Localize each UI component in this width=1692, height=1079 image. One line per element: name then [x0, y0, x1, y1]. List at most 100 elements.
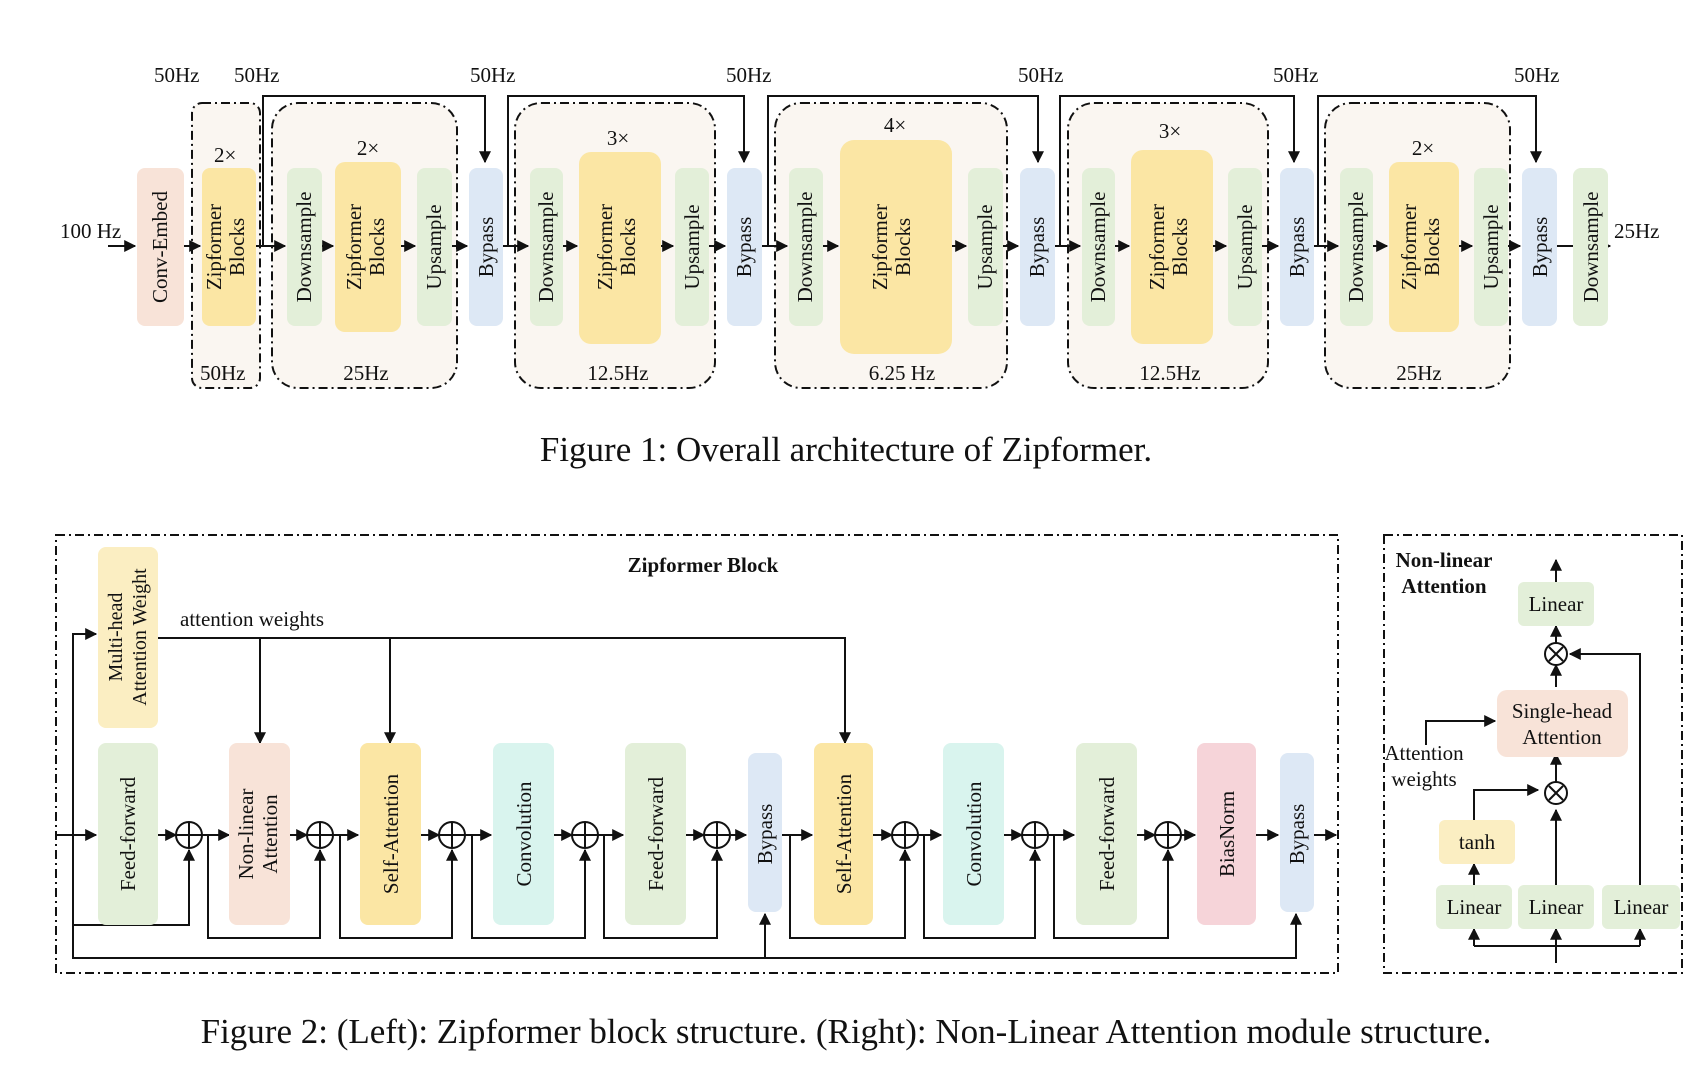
bypass-box-5	[1522, 168, 1557, 326]
skip-rate-4: 50Hz	[1273, 63, 1319, 87]
nla-linear-label-2: Linear	[1529, 895, 1584, 919]
fig2-sum-crosses	[176, 822, 1181, 848]
conv-embed-box	[137, 168, 184, 326]
nla-single-head-box	[1497, 690, 1628, 757]
zipformer-label-4a: Zipformer	[1145, 204, 1169, 290]
first-stack-top-rate-a: 50Hz	[154, 63, 200, 87]
downsample-box-2	[530, 168, 563, 326]
module-label-biasnorm: BiasNorm	[1215, 791, 1239, 877]
figure1-caption: Figure 1: Overall architecture of Zipfor…	[539, 430, 1153, 469]
nla-linear-top	[1518, 582, 1594, 626]
stack-rate-3: 6.25 Hz	[869, 361, 936, 385]
upsample-label-1: Upsample	[422, 204, 446, 289]
zipformer-box-1	[335, 162, 401, 332]
mhaw-label-1: Multi-head	[105, 593, 127, 682]
nla-tanh-label: tanh	[1459, 830, 1496, 854]
upsample-label-5: Upsample	[1479, 204, 1503, 289]
bypass-box-fig2-1	[748, 753, 782, 912]
module-label-self-attention-2: Self-Attention	[832, 773, 856, 894]
stack-repeat-1: 2×	[357, 136, 379, 160]
zipformer-box-5	[1389, 162, 1459, 332]
module-label-bypass-1: Bypass	[753, 804, 777, 865]
bypass-box-2	[727, 168, 762, 326]
mhaw-box	[98, 547, 158, 728]
module-label-convolution-1: Convolution	[512, 781, 536, 887]
upsample-label-4: Upsample	[1233, 204, 1257, 289]
zipformer-label-1b: Blocks	[365, 218, 389, 276]
figure2-left-diagram: Zipformer Block Multi-head Attention Wei…	[55, 534, 1339, 974]
nla-box	[229, 743, 290, 925]
stack-repeat-5: 2×	[1412, 136, 1434, 160]
zipformer-label-3b: Blocks	[891, 218, 915, 276]
bypass-box-fig2-2	[1280, 753, 1314, 912]
zipformer-label-5a: Zipformer	[1397, 204, 1421, 290]
feed-forward-box-1	[98, 743, 158, 925]
stack-repeat-4: 3×	[1159, 119, 1181, 143]
bypass-box-1	[469, 168, 503, 326]
bypass-box-3	[1020, 168, 1055, 326]
module-label-self-attention-1: Self-Attention	[379, 773, 403, 894]
module-label-feed-forward-2: Feed-forward	[644, 776, 668, 891]
upsample-box-2	[675, 168, 709, 326]
skip-line-1	[262, 95, 491, 246]
module-label-nla-2: Attention	[258, 794, 282, 874]
first-stack-repeat: 2×	[214, 143, 236, 167]
downsample-box-4	[1082, 168, 1115, 326]
nla-attn-weights-label-1: Attention	[1384, 741, 1464, 765]
first-zipformer-label-1: Zipformer	[202, 204, 226, 290]
biasnorm-box	[1197, 743, 1256, 925]
nla-wires	[1425, 558, 1646, 963]
nla-single-head-label-1: Single-head	[1512, 699, 1613, 723]
figure2-caption: Figure 2: (Left): Zipformer block struct…	[200, 1012, 1492, 1051]
downsample-label-1: Downsample	[292, 192, 316, 303]
downsample-box-3	[789, 168, 823, 326]
zipformer-label-2a: Zipformer	[593, 204, 617, 290]
zipformer-box-2	[579, 152, 661, 344]
upsample-box-3	[968, 168, 1003, 326]
skip-line-5	[1317, 95, 1542, 246]
skip-line-3	[767, 95, 1044, 246]
nla-linear-label-top: Linear	[1529, 592, 1584, 616]
downsample-label-4: Downsample	[1086, 192, 1110, 303]
bypass-label-5: Bypass	[1528, 217, 1552, 278]
bypass-label-2: Bypass	[732, 217, 756, 278]
skip-rate-1: 50Hz	[470, 63, 516, 87]
skip-line-2	[507, 95, 750, 246]
stack-repeat-3: 4×	[884, 113, 906, 137]
first-stack-bottom-rate: 50Hz	[200, 361, 246, 385]
nla-tanh-box	[1439, 820, 1515, 864]
nla-attn-weights-label-2: weights	[1391, 767, 1456, 791]
conv-embed-label: Conv-Embed	[148, 191, 172, 303]
zipformer-label-2b: Blocks	[616, 218, 640, 276]
nla-linear-bottom-left	[1436, 885, 1512, 929]
bypass-label-3: Bypass	[1025, 217, 1049, 278]
module-label-bypass-2: Bypass	[1285, 804, 1309, 865]
module-label-convolution-2: Convolution	[962, 781, 986, 887]
nla-title-1: Non-linear	[1396, 548, 1493, 572]
first-zipformer-label-2: Blocks	[225, 218, 249, 276]
downsample-label-3: Downsample	[793, 192, 817, 303]
stack-rate-1: 25Hz	[343, 361, 389, 385]
bypass-box-4	[1280, 168, 1314, 326]
upsample-box-5	[1474, 168, 1508, 326]
zipformer-label-4b: Blocks	[1168, 218, 1192, 276]
nla-linear-label-1: Linear	[1447, 895, 1502, 919]
downsample-label-5: Downsample	[1344, 192, 1368, 303]
attention-weights-label: attention weights	[180, 607, 324, 631]
zipformer-block-frame	[55, 534, 1339, 974]
nla-mult-crosses	[1548, 646, 1564, 801]
zipformer-block-title: Zipformer Block	[628, 553, 779, 577]
nla-title-2: Attention	[1401, 574, 1486, 598]
bypass-label-1: Bypass	[474, 217, 498, 278]
module-label-nla-1: Non-linear	[234, 789, 258, 880]
self-attention-box-1	[360, 743, 421, 925]
convolution-box-1	[493, 743, 554, 925]
mhaw-label-2: Attention Weight	[129, 568, 151, 706]
zipformer-label-5b: Blocks	[1420, 218, 1444, 276]
upsample-label-3: Upsample	[973, 204, 997, 289]
module-label-feed-forward-3: Feed-forward	[1095, 776, 1119, 891]
nla-module-frame	[1383, 534, 1683, 974]
first-stack-top-rate-b: 50Hz	[234, 63, 280, 87]
